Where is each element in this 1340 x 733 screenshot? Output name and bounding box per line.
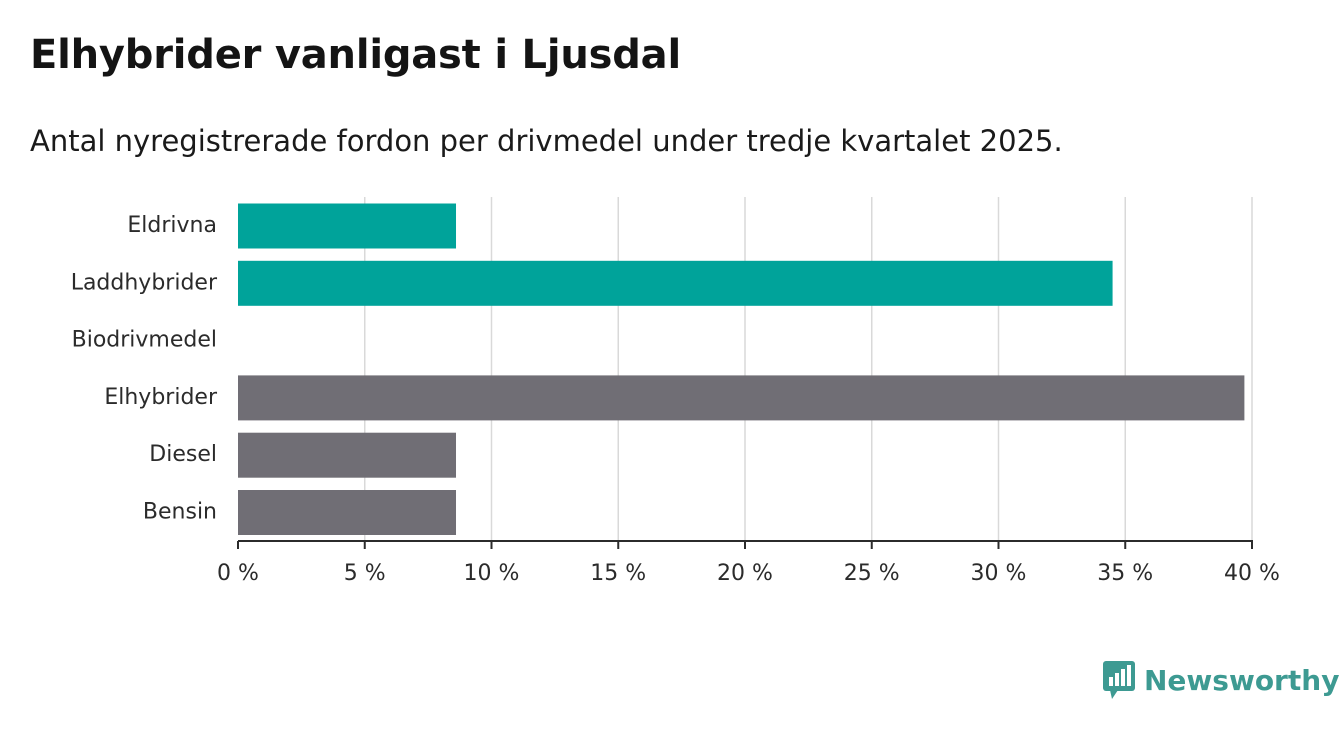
category-label: Elhybrider <box>104 385 218 410</box>
x-tick-label: 40 % <box>1224 561 1280 586</box>
bar-diesel <box>238 432 457 478</box>
x-tick-label: 10 % <box>464 561 520 586</box>
x-tick-label: 35 % <box>1097 561 1153 586</box>
bar-bensin <box>238 490 457 535</box>
category-label: Bensin <box>143 500 217 525</box>
brand-name: Newsworthy <box>1144 663 1340 697</box>
bar-eldrivna <box>238 203 457 249</box>
x-tick-label: 25 % <box>844 561 900 586</box>
newsworthy-logo[interactable]: Newsworthy <box>1102 660 1339 700</box>
category-label: Eldrivna <box>127 213 217 238</box>
x-tick-label: 5 % <box>344 561 386 586</box>
x-tick-label: 20 % <box>717 561 773 586</box>
newsworthy-logo-icon <box>1103 661 1135 699</box>
x-tick-label: 0 % <box>217 561 259 586</box>
category-label: Biodrivmedel <box>72 328 217 353</box>
bar-elhybrider <box>238 375 1245 421</box>
category-label: Diesel <box>149 442 217 467</box>
chart-subtitle: Antal nyregistrerade fordon per drivmede… <box>30 124 1063 158</box>
x-tick-label: 15 % <box>590 561 646 586</box>
category-label: Laddhybrider <box>71 270 218 295</box>
bar-laddhybrider <box>238 260 1113 306</box>
chart-title: Elhybrider vanligast i Ljusdal <box>30 32 681 78</box>
x-tick-label: 30 % <box>971 561 1027 586</box>
